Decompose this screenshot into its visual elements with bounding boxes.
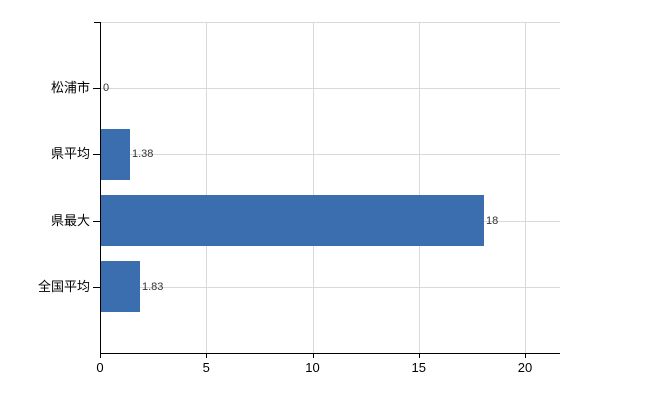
x-tick-label: 5 — [202, 360, 210, 375]
value-label: 0 — [103, 82, 110, 94]
category-label: 松浦市 — [50, 80, 90, 95]
x-tick-label: 20 — [517, 360, 533, 375]
x-tick — [206, 353, 208, 358]
x-axis — [100, 353, 560, 354]
value-label: 18 — [486, 215, 499, 227]
category-label: 全国平均 — [37, 279, 90, 294]
y-tick — [93, 154, 100, 155]
vertical-gridline — [525, 22, 526, 353]
value-label: 1.83 — [142, 281, 164, 293]
vertical-gridline — [418, 22, 420, 353]
plot-top-border — [100, 22, 560, 23]
bar — [101, 195, 484, 246]
y-tick — [93, 88, 100, 89]
bar — [101, 129, 130, 180]
x-tick — [312, 353, 314, 358]
y-tick — [93, 221, 100, 222]
y-axis-top-tick — [94, 22, 100, 23]
vertical-gridline — [312, 22, 314, 353]
horizontal-gridline — [100, 88, 560, 89]
x-tick-label: 0 — [96, 360, 104, 375]
vertical-gridline — [206, 22, 208, 353]
category-label: 県平均 — [50, 146, 90, 161]
x-tick — [525, 353, 526, 358]
y-tick — [93, 287, 100, 288]
x-tick — [418, 353, 420, 358]
category-label: 県最大 — [50, 213, 90, 228]
horizontal-gridline — [100, 287, 560, 288]
y-axis — [100, 22, 101, 358]
horizontal-gridline — [100, 154, 560, 155]
value-label: 1.38 — [132, 148, 154, 160]
x-tick-label: 10 — [305, 360, 320, 375]
bar — [101, 261, 140, 312]
x-tick-label: 15 — [411, 360, 426, 375]
